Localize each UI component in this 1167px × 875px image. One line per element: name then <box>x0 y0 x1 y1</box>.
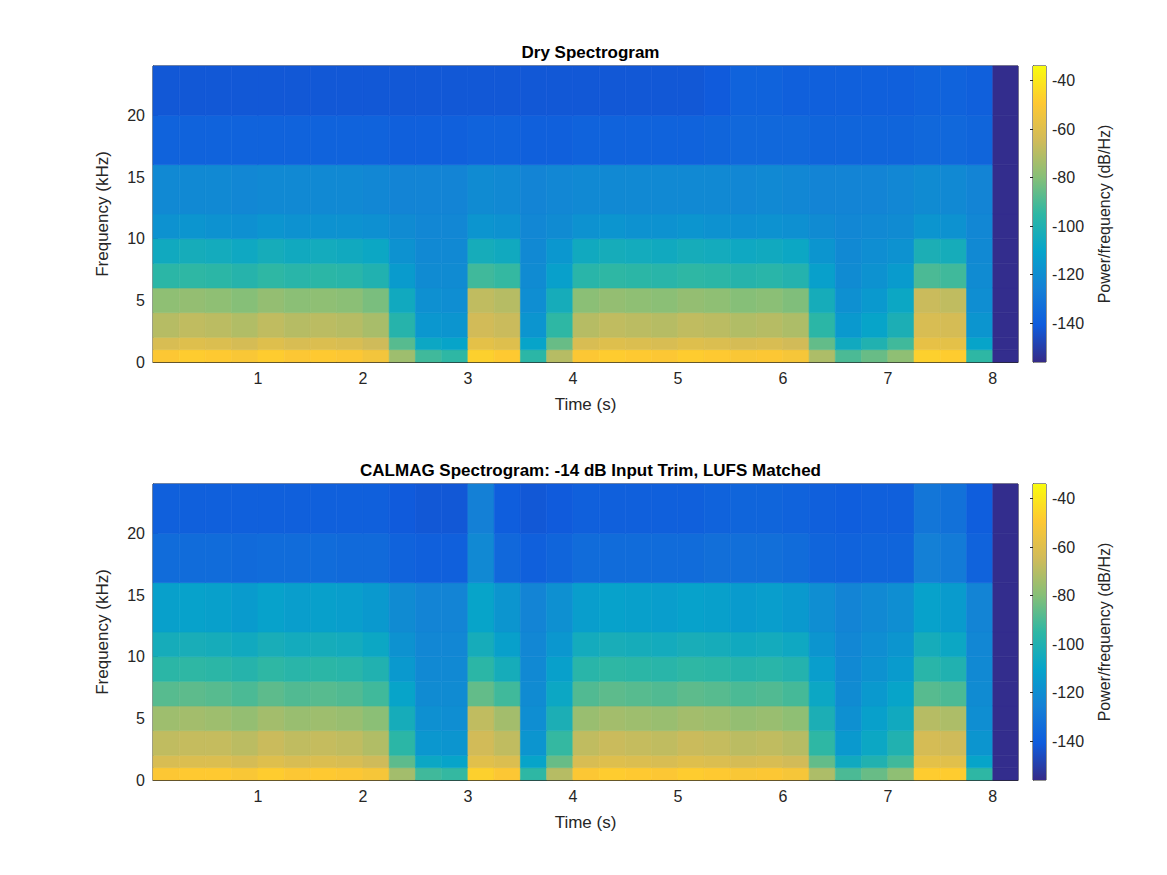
svg-text:5: 5 <box>673 370 682 387</box>
svg-text:15: 15 <box>127 169 145 186</box>
svg-text:-120: -120 <box>1052 266 1084 283</box>
svg-text:3: 3 <box>463 370 472 387</box>
svg-text:15: 15 <box>127 587 145 604</box>
svg-text:8: 8 <box>988 788 997 805</box>
svg-text:Frequency (kHz): Frequency (kHz) <box>93 569 112 695</box>
svg-text:-140: -140 <box>1052 315 1084 332</box>
svg-text:-80: -80 <box>1052 587 1075 604</box>
svg-text:Dry Spectrogram: Dry Spectrogram <box>522 43 660 62</box>
svg-text:-100: -100 <box>1052 636 1084 653</box>
svg-text:6: 6 <box>778 370 787 387</box>
svg-text:2: 2 <box>358 788 367 805</box>
svg-text:5: 5 <box>136 710 145 727</box>
svg-text:8: 8 <box>988 370 997 387</box>
svg-text:Time (s): Time (s) <box>555 813 617 832</box>
svg-text:Power/frequency (dB/Hz): Power/frequency (dB/Hz) <box>1096 543 1113 722</box>
svg-text:3: 3 <box>463 788 472 805</box>
svg-text:5: 5 <box>673 788 682 805</box>
svg-text:Power/frequency (dB/Hz): Power/frequency (dB/Hz) <box>1096 125 1113 304</box>
svg-text:-60: -60 <box>1052 539 1075 556</box>
svg-text:-100: -100 <box>1052 218 1084 235</box>
svg-text:Time (s): Time (s) <box>555 395 617 414</box>
svg-text:5: 5 <box>136 292 145 309</box>
svg-text:20: 20 <box>127 525 145 542</box>
svg-text:0: 0 <box>136 354 145 371</box>
svg-text:4: 4 <box>568 788 577 805</box>
svg-text:6: 6 <box>778 788 787 805</box>
svg-text:-40: -40 <box>1052 490 1075 507</box>
svg-text:7: 7 <box>883 788 892 805</box>
svg-text:-80: -80 <box>1052 169 1075 186</box>
svg-text:1: 1 <box>254 370 263 387</box>
svg-text:Frequency (kHz): Frequency (kHz) <box>93 151 112 277</box>
svg-text:20: 20 <box>127 107 145 124</box>
svg-text:1: 1 <box>254 788 263 805</box>
svg-text:-120: -120 <box>1052 684 1084 701</box>
svg-text:2: 2 <box>358 370 367 387</box>
svg-text:-140: -140 <box>1052 733 1084 750</box>
svg-text:CALMAG Spectrogram: -14 dB Inp: CALMAG Spectrogram: -14 dB Input Trim, L… <box>360 461 821 480</box>
svg-text:-60: -60 <box>1052 121 1075 138</box>
svg-text:7: 7 <box>883 370 892 387</box>
svg-text:10: 10 <box>127 230 145 247</box>
svg-text:4: 4 <box>568 370 577 387</box>
svg-text:0: 0 <box>136 772 145 789</box>
svg-text:10: 10 <box>127 648 145 665</box>
svg-text:-40: -40 <box>1052 72 1075 89</box>
